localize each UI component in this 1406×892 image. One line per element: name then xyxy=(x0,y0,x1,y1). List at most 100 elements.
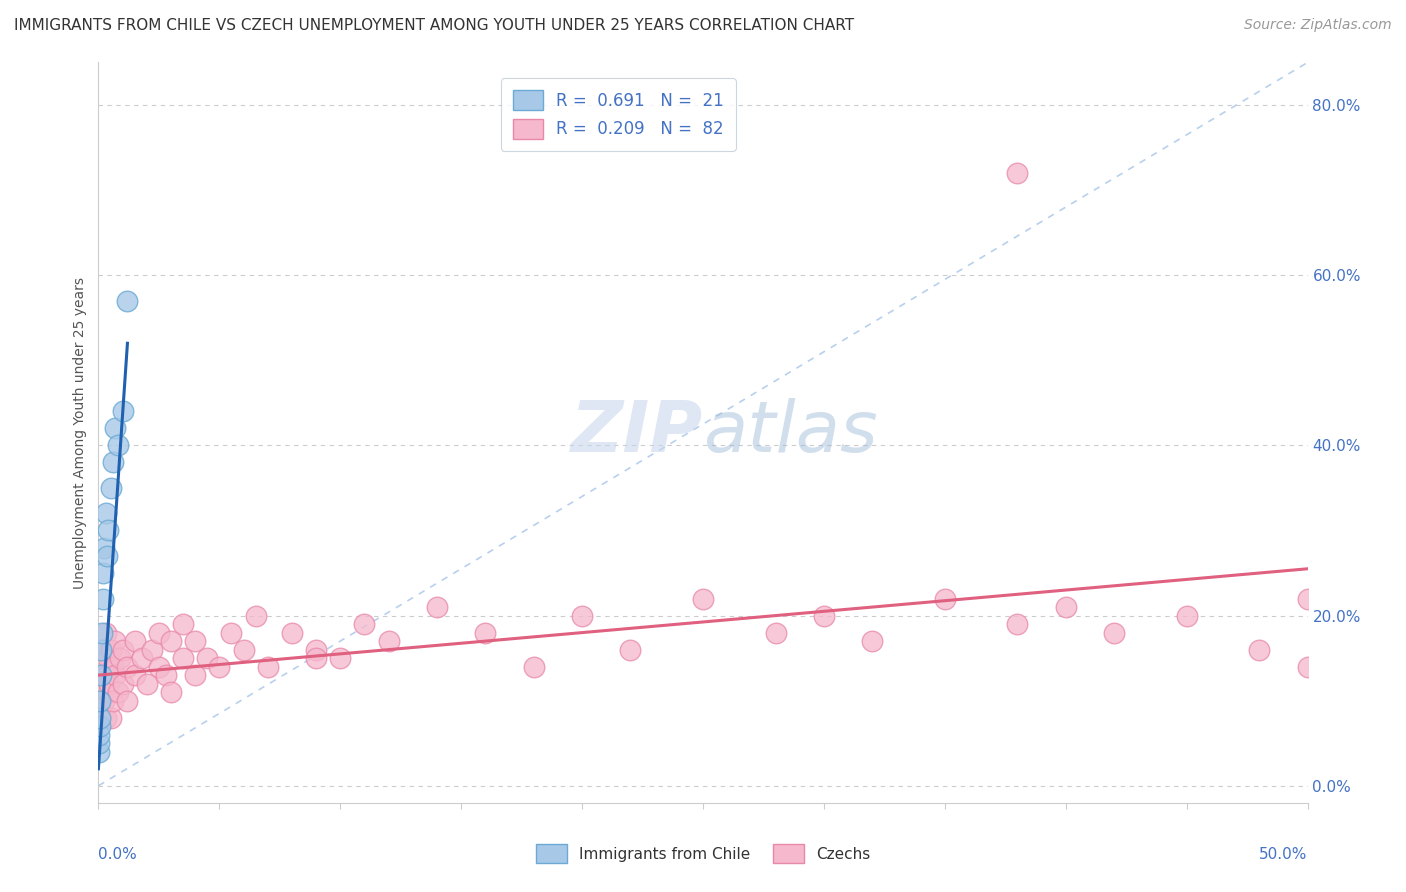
Text: 0.0%: 0.0% xyxy=(98,847,138,863)
Point xyxy=(101,694,124,708)
Point xyxy=(108,651,131,665)
Point xyxy=(117,659,139,673)
Point xyxy=(172,617,194,632)
Point xyxy=(281,625,304,640)
Point xyxy=(96,668,118,682)
Point xyxy=(221,625,243,640)
Point xyxy=(91,676,114,690)
Text: ZIP: ZIP xyxy=(571,398,703,467)
Text: IMMIGRANTS FROM CHILE VS CZECH UNEMPLOYMENT AMONG YOUTH UNDER 25 YEARS CORRELATI: IMMIGRANTS FROM CHILE VS CZECH UNEMPLOYM… xyxy=(14,18,855,33)
Point xyxy=(111,642,134,657)
Point xyxy=(90,685,112,699)
Point xyxy=(111,404,134,418)
Point xyxy=(91,668,114,682)
Point xyxy=(184,668,207,682)
Point xyxy=(1102,625,1125,640)
Point xyxy=(91,591,114,606)
Point xyxy=(87,745,110,759)
Point xyxy=(377,634,399,648)
Point xyxy=(329,651,352,665)
Point xyxy=(813,608,835,623)
Point xyxy=(97,685,120,699)
Point xyxy=(107,438,129,452)
Point xyxy=(89,736,111,750)
Point xyxy=(97,651,120,665)
Point xyxy=(89,711,111,725)
Point xyxy=(195,651,218,665)
Point xyxy=(1296,591,1319,606)
Point xyxy=(100,711,122,725)
Point xyxy=(111,676,134,690)
Point xyxy=(90,659,112,673)
Point xyxy=(256,659,278,673)
Point xyxy=(89,651,111,665)
Point xyxy=(148,625,170,640)
Point xyxy=(100,481,122,495)
Point xyxy=(89,728,111,742)
Point xyxy=(87,694,110,708)
Point xyxy=(155,668,177,682)
Point xyxy=(93,694,115,708)
Point xyxy=(117,293,139,308)
Point xyxy=(208,659,231,673)
Point xyxy=(1249,642,1271,657)
Point xyxy=(90,642,112,657)
Point xyxy=(1175,608,1198,623)
Point xyxy=(148,659,170,673)
Point xyxy=(89,719,111,733)
Point xyxy=(96,642,118,657)
Point xyxy=(100,642,122,657)
Point xyxy=(91,651,114,665)
Point xyxy=(426,600,449,615)
Point xyxy=(94,625,117,640)
Point xyxy=(353,617,375,632)
Point xyxy=(305,642,328,657)
Point xyxy=(692,591,714,606)
Point xyxy=(104,421,127,435)
Point xyxy=(90,694,112,708)
Point xyxy=(97,524,120,538)
Point xyxy=(1007,166,1029,180)
Point xyxy=(124,668,146,682)
Point xyxy=(90,676,112,690)
Point xyxy=(94,711,117,725)
Point xyxy=(90,711,112,725)
Point xyxy=(107,685,129,699)
Point xyxy=(96,549,118,563)
Point xyxy=(101,455,124,469)
Point xyxy=(94,507,117,521)
Point xyxy=(93,659,115,673)
Point xyxy=(89,711,111,725)
Y-axis label: Unemployment Among Youth under 25 years: Unemployment Among Youth under 25 years xyxy=(73,277,87,589)
Point xyxy=(160,634,183,648)
Point xyxy=(184,634,207,648)
Point xyxy=(245,608,267,623)
Point xyxy=(89,659,111,673)
Point xyxy=(571,608,593,623)
Point xyxy=(101,659,124,673)
Point xyxy=(91,642,114,657)
Text: Source: ZipAtlas.com: Source: ZipAtlas.com xyxy=(1244,18,1392,32)
Point xyxy=(860,634,883,648)
Legend: Immigrants from Chile, Czechs: Immigrants from Chile, Czechs xyxy=(530,838,876,869)
Point xyxy=(765,625,787,640)
Point xyxy=(87,676,110,690)
Text: atlas: atlas xyxy=(703,398,877,467)
Point xyxy=(91,625,114,640)
Point xyxy=(934,591,956,606)
Point xyxy=(474,625,496,640)
Point xyxy=(89,702,111,716)
Point xyxy=(523,659,546,673)
Point xyxy=(135,676,157,690)
Point xyxy=(89,685,111,699)
Point xyxy=(91,566,114,580)
Point xyxy=(90,668,112,682)
Point xyxy=(131,651,153,665)
Point xyxy=(93,541,115,555)
Point xyxy=(172,651,194,665)
Point xyxy=(1296,659,1319,673)
Text: 50.0%: 50.0% xyxy=(1260,847,1308,863)
Point xyxy=(104,668,127,682)
Point xyxy=(89,668,111,682)
Point xyxy=(104,634,127,648)
